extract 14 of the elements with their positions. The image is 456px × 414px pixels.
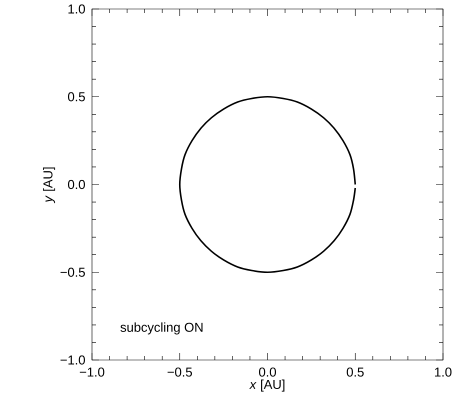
y-tick-label: 1.0	[68, 4, 85, 14]
x-axis-title: x [AU]	[249, 380, 284, 392]
y-tick-label: −1.0	[60, 355, 85, 365]
y-axis-title: y [AU]	[42, 167, 56, 204]
x-tick-label: −1.0	[80, 368, 104, 377]
x-tick-label: 0.0	[259, 368, 276, 377]
x-tick-label: −0.5	[168, 368, 192, 377]
annotation: subcycling ON	[120, 322, 203, 334]
y-tick-label: 0.0	[68, 180, 85, 190]
line-series	[178, 96, 356, 274]
y-tick-label: −0.5	[60, 268, 85, 277]
x-tick-label: 0.5	[346, 368, 364, 377]
y-tick-label: 0.5	[68, 92, 85, 102]
x-tick-label: 1.0	[434, 368, 452, 377]
